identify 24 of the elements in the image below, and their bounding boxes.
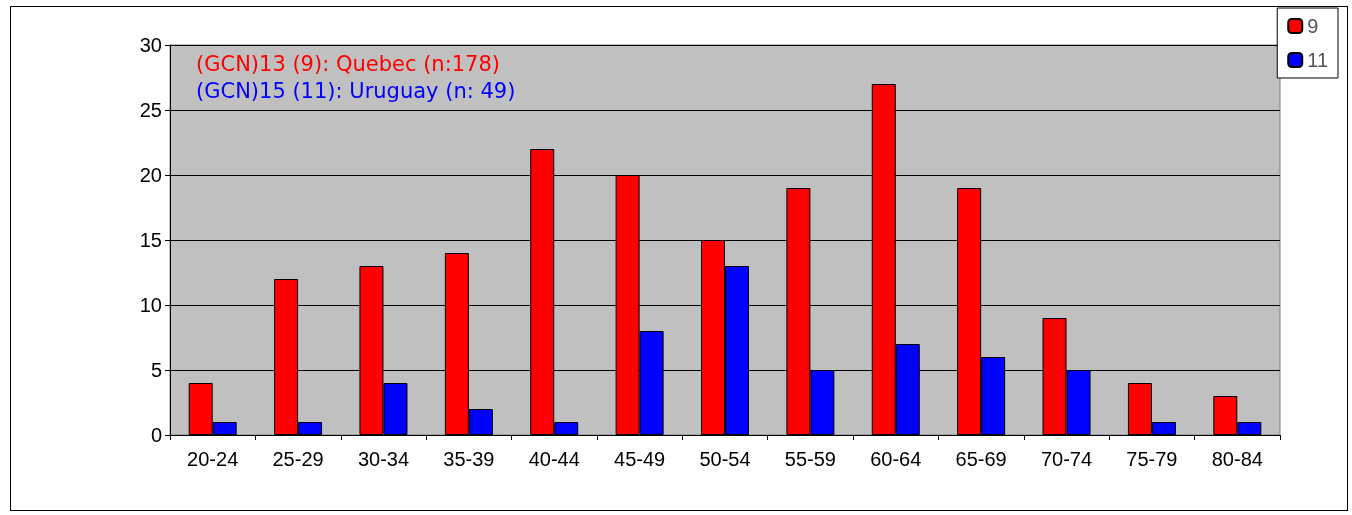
annotation: (GCN)13 (9): Quebec (n:178) — [196, 51, 501, 76]
y-tick-label: 15 — [139, 229, 162, 251]
legend-label: 11 — [1307, 49, 1328, 71]
x-tick-label: 65-69 — [955, 448, 1007, 470]
legend-label: 9 — [1307, 15, 1319, 37]
x-tick-label: 40-44 — [528, 448, 580, 470]
x-tick-label: 60-64 — [870, 448, 922, 470]
y-tick-label: 5 — [150, 359, 162, 381]
x-tick-label: 20-24 — [187, 448, 239, 470]
x-tick-label: 55-59 — [784, 448, 836, 470]
y-tick-label: 30 — [139, 34, 162, 56]
y-tick-label: 25 — [139, 99, 162, 121]
y-tick-label: 20 — [139, 164, 162, 186]
x-tick-label: 45-49 — [614, 448, 666, 470]
x-tick-label: 30-34 — [357, 448, 410, 470]
x-tick-label: 75-79 — [1126, 448, 1178, 470]
x-tick-label: 25-29 — [272, 448, 324, 470]
y-tick-label: 0 — [150, 424, 162, 446]
annotation: (GCN)15 (11): Uruguay (n: 49) — [196, 78, 516, 103]
x-tick-label: 50-54 — [699, 448, 751, 470]
y-tick-label: 10 — [139, 294, 162, 316]
x-tick-label: 80-84 — [1211, 448, 1263, 470]
x-tick-label: 35-39 — [443, 448, 495, 470]
x-tick-label: 70-74 — [1040, 448, 1093, 470]
